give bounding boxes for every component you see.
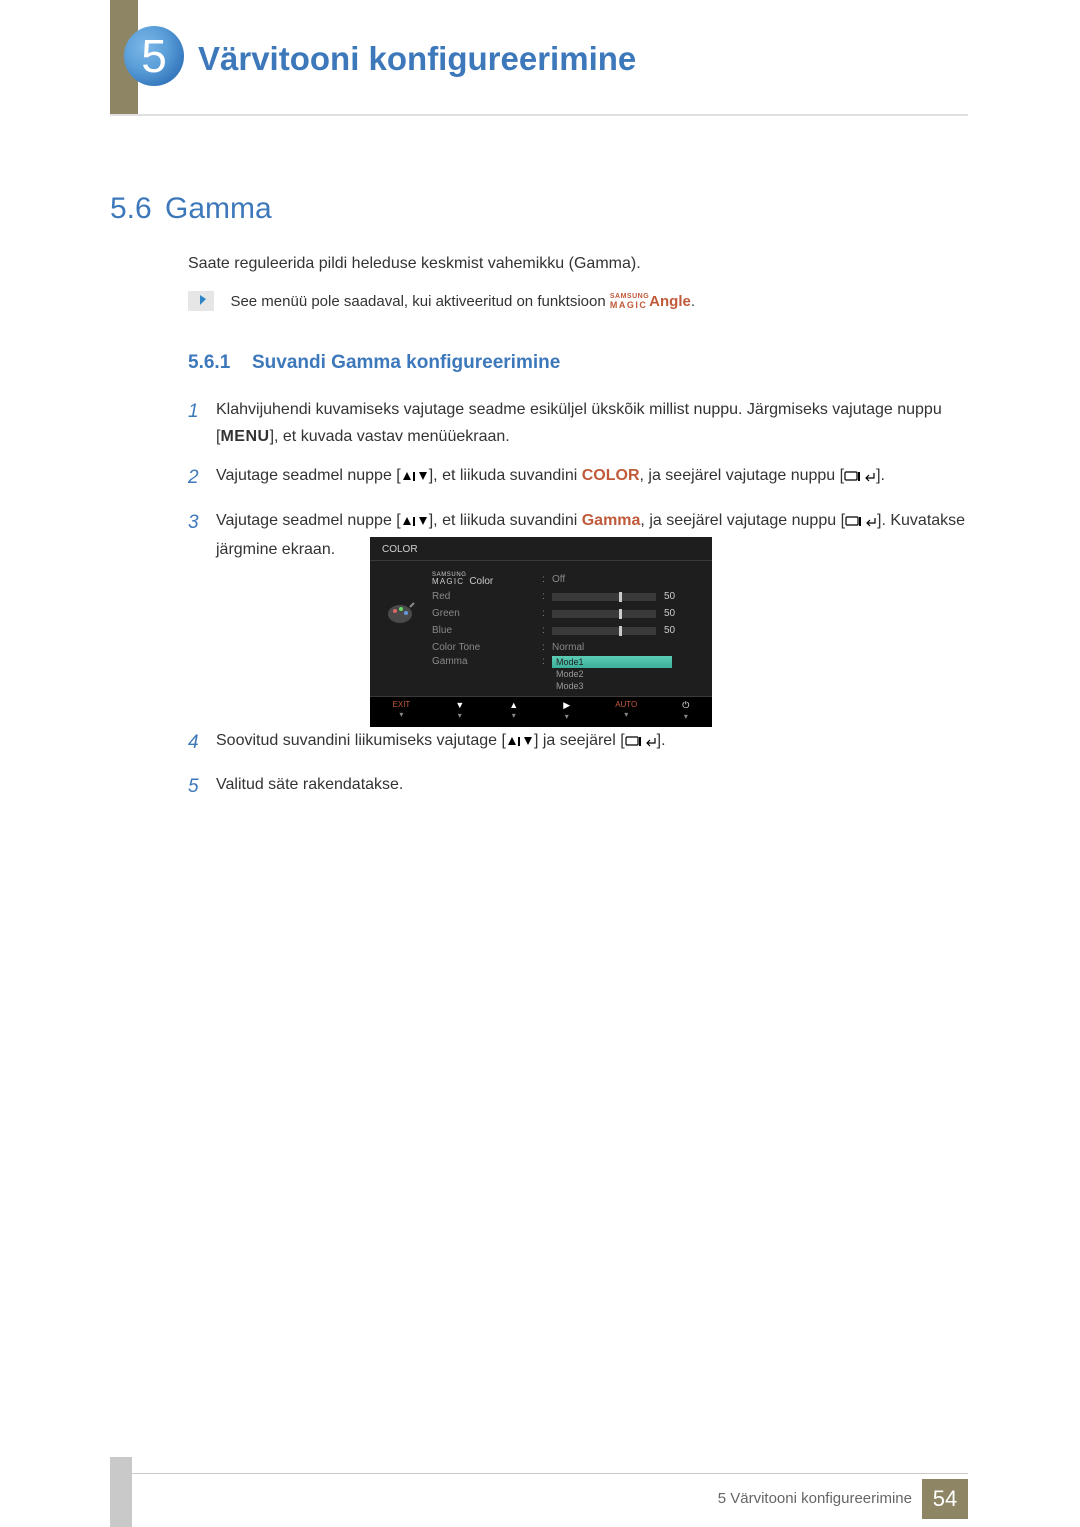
menu-icon-column [370,561,432,696]
header-rule [110,114,968,116]
step-number: 4 [188,727,202,759]
samsung-magic-small: SAMSUNGMAGIC [432,572,467,586]
menu-row-gamma: Gamma: Mode1 Mode2 Mode3 [432,656,700,692]
gamma-option-mode3: Mode3 [552,680,672,692]
footer-rule [110,1473,968,1474]
subsection-title: Suvandi Gamma konfigureerimine [252,352,560,374]
chapter-number-badge: 5 [124,26,184,86]
power-icon: ⏻ [682,700,689,711]
slider [552,593,656,601]
gamma-option-mode1: Mode1 [552,656,672,668]
step-text: Valitud säte rakendatakse. [216,771,403,803]
slider [552,627,656,635]
gamma-option-mode2: Mode2 [552,668,672,680]
menu-rows: SAMSUNGMAGIC Color : Off Red: 50 Green: … [432,561,712,696]
up-down-icon [506,729,534,756]
up-down-icon [401,509,429,536]
color-keyword: COLOR [582,467,640,484]
page-number: 54 [922,1479,968,1519]
footer-accent-bar [110,1457,132,1527]
step-number: 5 [188,771,202,803]
note-before: See menüü pole saadaval, kui aktiveeritu… [230,293,609,310]
subsection-number: 5.6.1 [188,352,230,374]
color-menu-screenshot: COLOR SAMSUNGMAGIC Color : Off Red: 50 G… [370,537,712,727]
note-angle: Angle [649,293,691,310]
up-arrow-icon: ▲ [509,700,518,710]
enter-icon [845,509,877,536]
menu-row-green: Green: 50 [432,605,700,622]
step-text: Soovitud suvandini liikumiseks vajutage … [216,727,666,759]
right-arrow-icon: ▶ [563,700,570,711]
footer-text: 5 Värvitooni konfigureerimine [718,1490,912,1507]
note-box: See menüü pole saadaval, kui aktiveeritu… [188,291,968,311]
step-text: Vajutage seadmel nuppe [], et liikuda su… [216,462,885,494]
step-5: 5 Valitud säte rakendatakse. [188,771,968,803]
samsung-magic-logo: SAMSUNGMAGIC [610,294,649,308]
footer-exit: EXIT [393,700,411,709]
step-1: 1 Klahvijuhendi kuvamiseks vajutage sead… [188,396,968,450]
section-intro: Saate reguleerida pildi heleduse keskmis… [188,255,641,273]
footer-auto: AUTO [615,700,637,709]
step-4: 4 Soovitud suvandini liikumiseks vajutag… [188,727,968,759]
palette-icon [386,601,416,625]
enter-icon [625,729,657,756]
menu-row-blue: Blue: 50 [432,622,700,639]
note-text: See menüü pole saadaval, kui aktiveeritu… [230,293,695,310]
gamma-keyword: Gamma [582,512,641,529]
steps-after: 4 Soovitud suvandini liikumiseks vajutag… [188,727,968,816]
menu-row-colortone: Color Tone: Normal [432,639,700,656]
up-down-icon [401,464,429,491]
menu-value: Off [552,574,700,585]
step-2: 2 Vajutage seadmel nuppe [], et liikuda … [188,462,968,494]
down-arrow-icon: ▼ [455,700,464,710]
chapter-title: Värvitooni konfigureerimine [198,40,636,78]
step-number: 3 [188,507,202,563]
slider [552,610,656,618]
step-number: 1 [188,396,202,450]
menu-footer: EXIT▾ ▼▾ ▲▾ ▶▾ AUTO▾ ⏻▾ [370,696,712,727]
note-icon [188,291,214,311]
step-text: Klahvijuhendi kuvamiseks vajutage seadme… [216,396,968,450]
menu-row-magic-color: SAMSUNGMAGIC Color : Off [432,571,700,588]
note-after: . [691,293,695,310]
section-number: 5.6 [110,192,152,226]
step-number: 2 [188,462,202,494]
menu-row-red: Red: 50 [432,588,700,605]
enter-icon [844,464,876,491]
section-title: Gamma [165,192,272,226]
menu-keyword: MENU [220,428,269,445]
menu-title: COLOR [370,537,712,561]
